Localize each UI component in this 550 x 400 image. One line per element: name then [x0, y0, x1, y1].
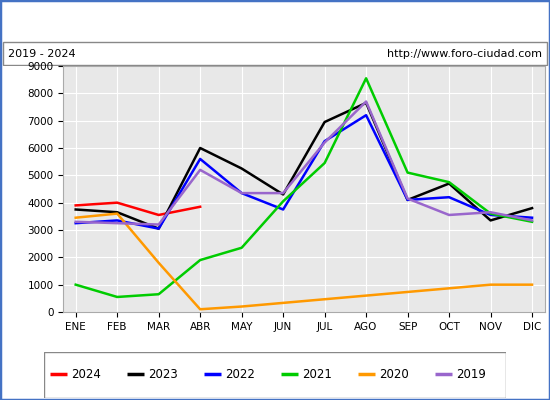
FancyBboxPatch shape	[3, 42, 547, 65]
Text: Evolucion Nº Turistas Nacionales en el municipio de Alcálá del Júcar: Evolucion Nº Turistas Nacionales en el m…	[63, 14, 487, 28]
Text: 2019 - 2024: 2019 - 2024	[8, 49, 76, 59]
Text: 2022: 2022	[225, 368, 255, 380]
FancyBboxPatch shape	[44, 352, 506, 398]
Text: 2019: 2019	[456, 368, 486, 380]
Text: 2024: 2024	[71, 368, 101, 380]
Text: 2021: 2021	[302, 368, 332, 380]
Text: 2023: 2023	[148, 368, 178, 380]
Text: 2020: 2020	[379, 368, 409, 380]
Text: http://www.foro-ciudad.com: http://www.foro-ciudad.com	[387, 49, 542, 59]
